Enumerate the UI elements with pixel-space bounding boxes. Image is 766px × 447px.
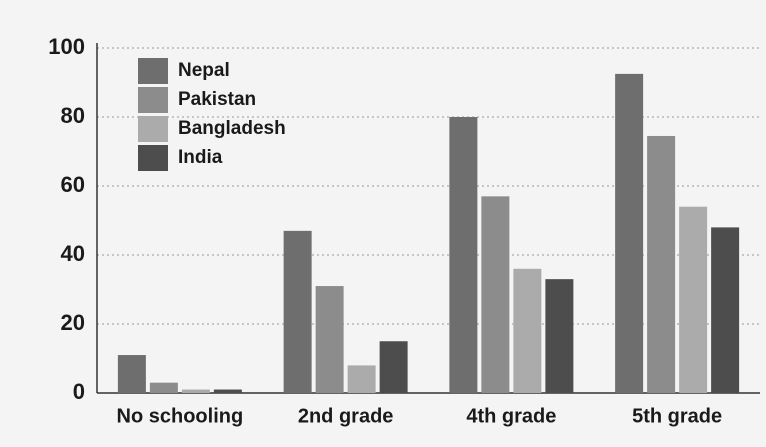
bar (149, 382, 178, 393)
legend-label: Nepal (178, 60, 230, 81)
bar (315, 286, 344, 393)
bar (615, 73, 644, 393)
y-tick-label: 100 (48, 34, 85, 59)
x-tick-label: No schooling (117, 405, 244, 427)
bar (647, 135, 676, 393)
legend-label: India (178, 147, 223, 168)
bar (545, 279, 574, 393)
y-tick-label: 0 (73, 379, 85, 404)
x-tick-label: 4th grade (466, 405, 556, 427)
bar (679, 206, 708, 393)
legend-label: Bangladesh (178, 118, 286, 139)
x-tick-label: 5th grade (632, 405, 722, 427)
y-tick-label: 80 (61, 103, 85, 128)
legend-swatch (138, 58, 168, 84)
legend-label: Pakistan (178, 89, 256, 110)
y-tick-label: 40 (61, 241, 85, 266)
bar (449, 117, 478, 393)
legend-swatch (138, 116, 168, 142)
bar (347, 365, 376, 393)
bar (711, 227, 740, 393)
legend-swatch (138, 87, 168, 113)
y-tick-label: 20 (61, 310, 85, 335)
bar (213, 389, 242, 393)
bar (513, 268, 542, 393)
x-tick-label: 2nd grade (298, 405, 394, 427)
bar (283, 230, 312, 393)
bar (181, 389, 210, 393)
bar (117, 355, 146, 393)
legend-swatch (138, 145, 168, 171)
bar (379, 341, 408, 393)
bar (481, 196, 510, 393)
y-tick-label: 60 (61, 172, 85, 197)
